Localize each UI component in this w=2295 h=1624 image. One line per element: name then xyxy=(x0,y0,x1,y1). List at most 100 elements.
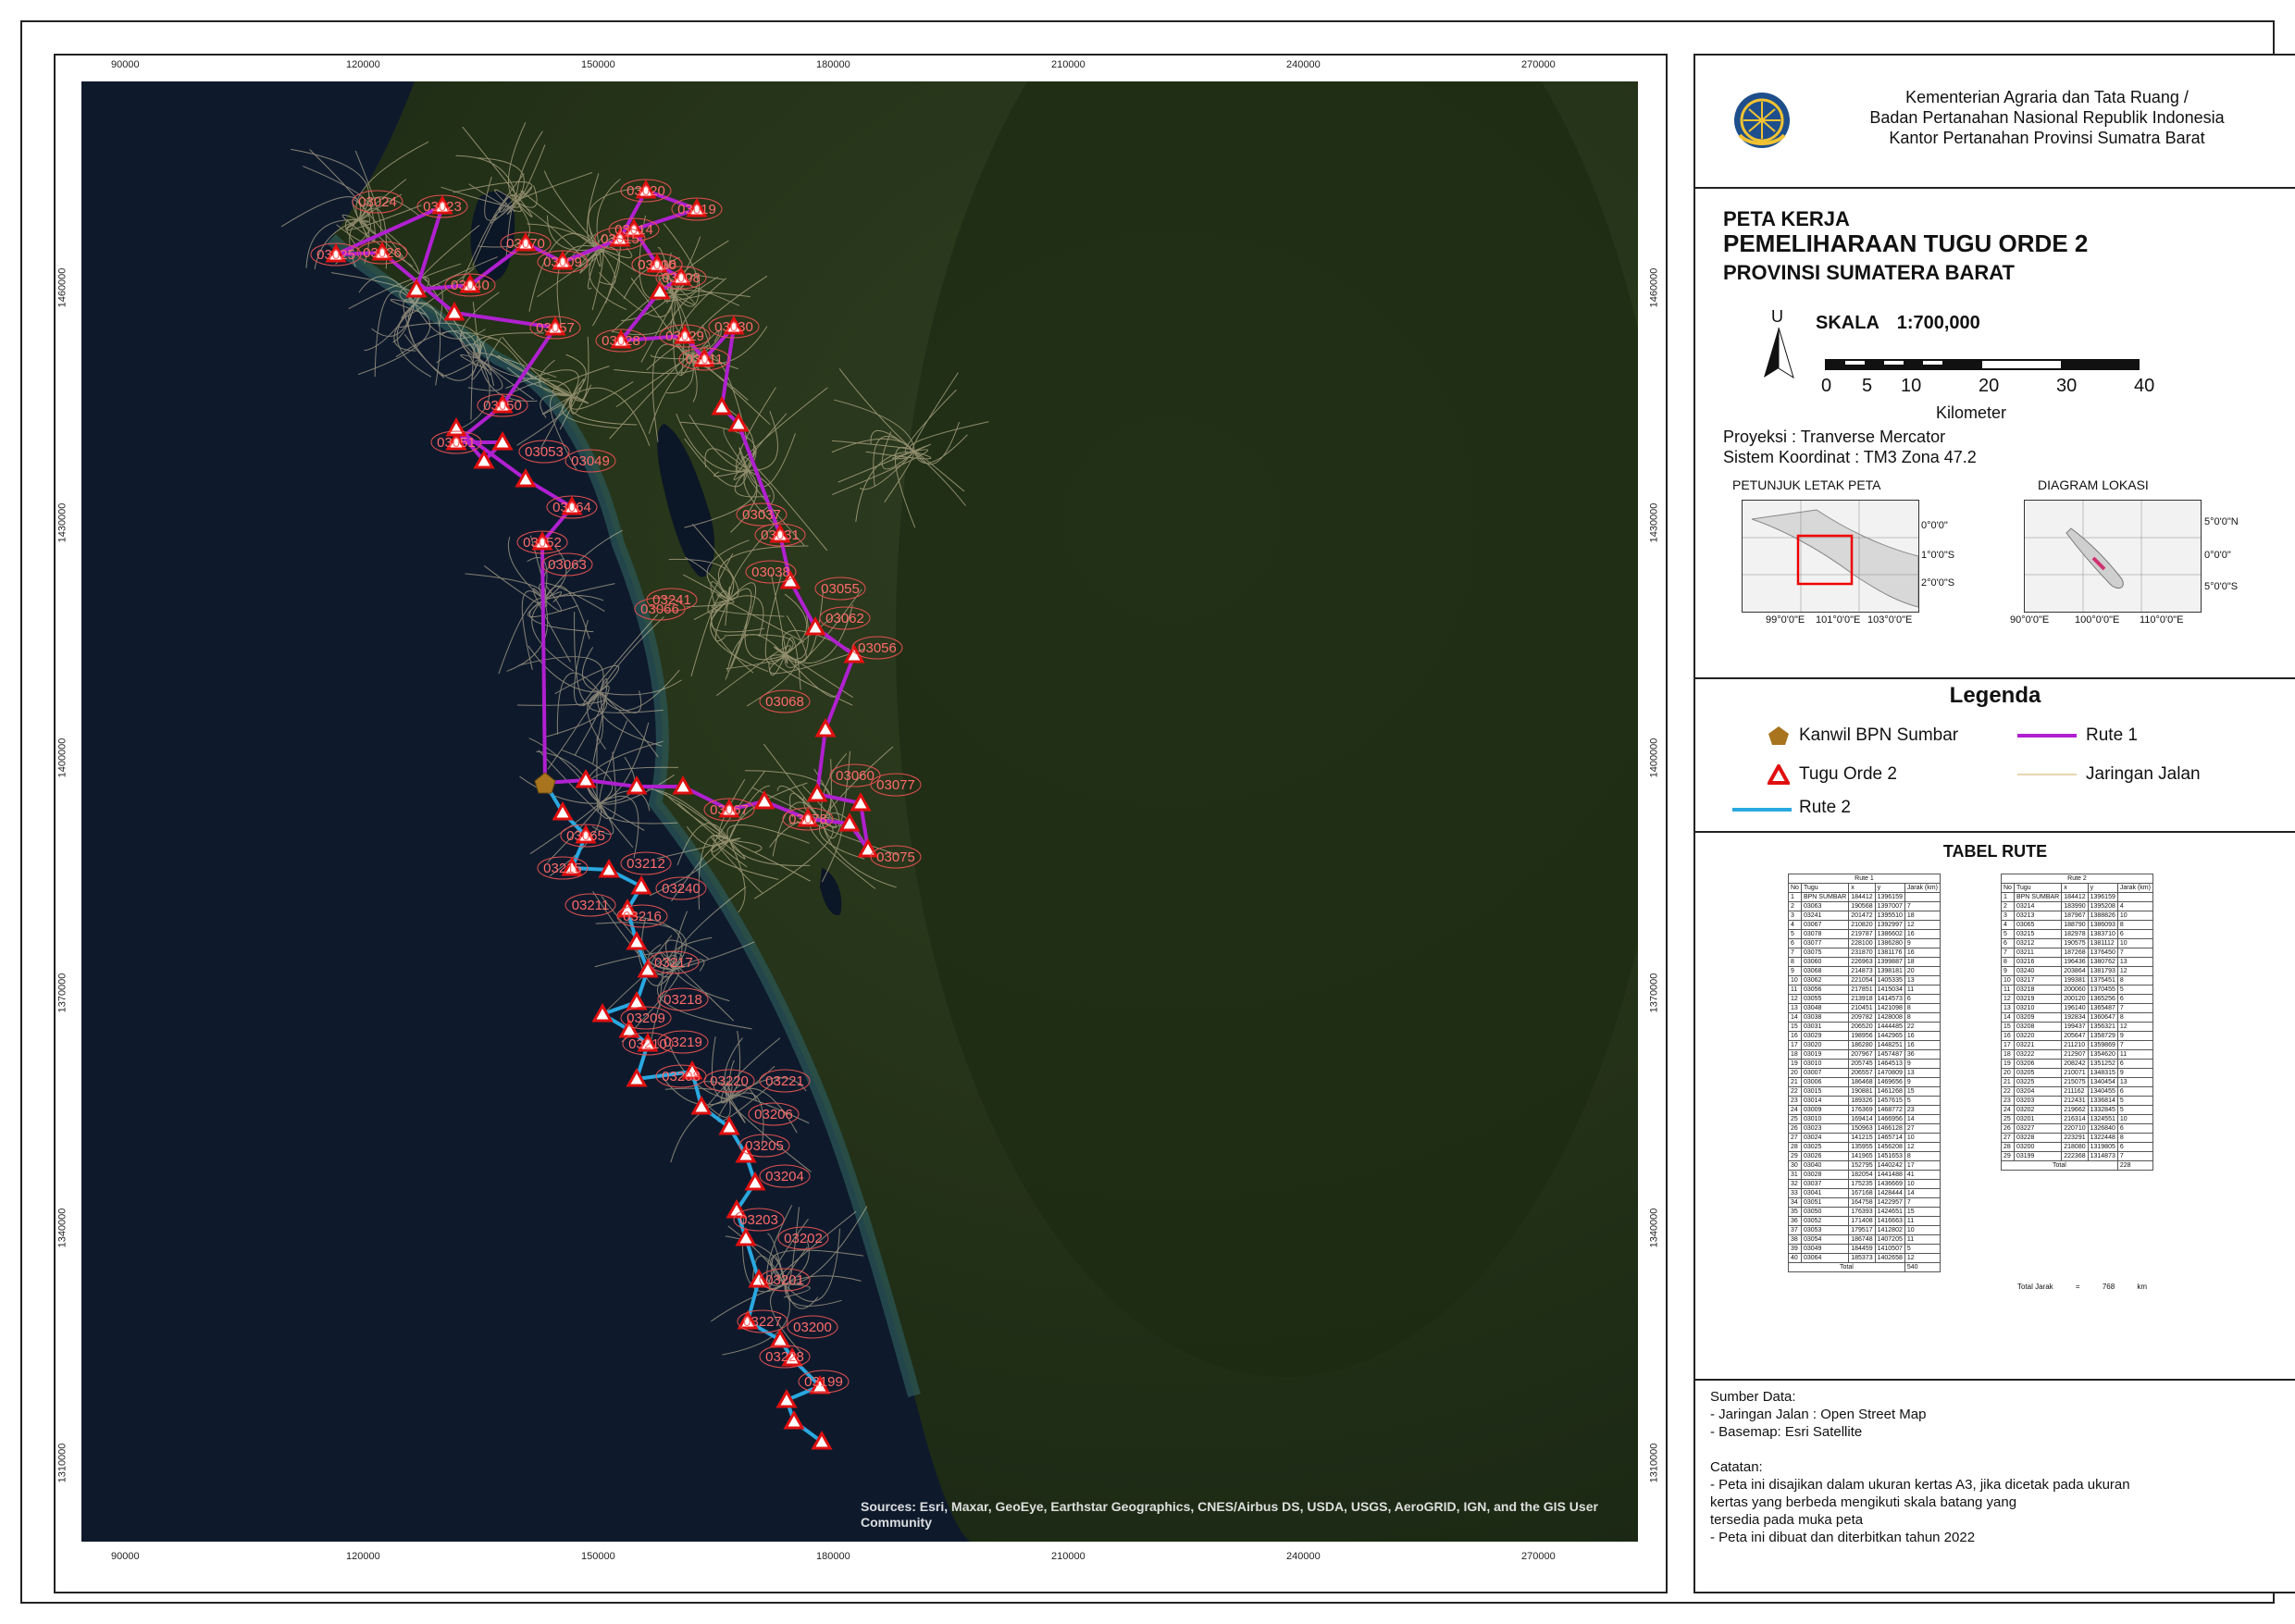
tugu-marker[interactable] xyxy=(637,1032,659,1052)
table-cell: 23 xyxy=(1788,1096,1802,1106)
tugu-marker[interactable] xyxy=(491,430,514,451)
tugu-marker[interactable] xyxy=(681,1060,703,1080)
table-cell: 1376450 xyxy=(2087,948,2118,958)
table-cell: 1442965 xyxy=(1874,1031,1905,1041)
total-distance-label: Total Jarak xyxy=(2017,1283,2053,1291)
tugu-marker[interactable] xyxy=(649,279,671,300)
tugu-marker[interactable] xyxy=(726,1198,748,1219)
tugu-marker[interactable] xyxy=(723,315,745,335)
scale-number: 40 xyxy=(2134,376,2155,396)
table-cell: 12 xyxy=(2116,966,2153,976)
road-segment xyxy=(562,395,619,429)
tugu-marker[interactable] xyxy=(445,430,467,451)
tugu-marker[interactable] xyxy=(843,643,865,663)
tugu-marker[interactable] xyxy=(405,278,428,298)
tugu-marker[interactable] xyxy=(561,495,583,515)
tugu-marker[interactable] xyxy=(561,856,583,876)
tugu-marker[interactable] xyxy=(443,301,465,321)
tugu-marker[interactable] xyxy=(473,449,495,469)
tugu-marker[interactable] xyxy=(491,393,514,414)
tugu-marker[interactable] xyxy=(857,837,879,858)
road-segment xyxy=(752,1255,786,1285)
table-cell: 1456208 xyxy=(1874,1142,1905,1152)
road-segment xyxy=(528,232,601,312)
tugu-marker[interactable] xyxy=(781,1346,803,1367)
road-segment xyxy=(691,524,739,601)
tugu-marker[interactable] xyxy=(804,615,826,636)
tugu-marker[interactable] xyxy=(552,250,574,270)
tugu-marker[interactable] xyxy=(325,242,347,263)
tugu-marker[interactable] xyxy=(690,1095,713,1115)
table-cell: 190881 xyxy=(1848,1086,1876,1097)
tugu-marker[interactable] xyxy=(769,1328,791,1348)
tugu-marker[interactable] xyxy=(735,1226,757,1246)
tugu-marker[interactable] xyxy=(806,782,828,802)
tugu-marker[interactable] xyxy=(748,1268,770,1288)
tugu-marker[interactable] xyxy=(515,467,537,488)
tugu-marker[interactable] xyxy=(735,1143,757,1163)
tugu-marker[interactable] xyxy=(769,523,791,543)
tugu-marker[interactable] xyxy=(635,179,657,199)
tugu-marker[interactable] xyxy=(797,807,819,827)
tugu-marker[interactable] xyxy=(531,530,553,551)
tugu-marker[interactable] xyxy=(544,316,566,336)
tugu-marker[interactable] xyxy=(626,1067,648,1087)
tugu-marker[interactable] xyxy=(672,775,694,795)
tugu-marker[interactable] xyxy=(431,194,453,215)
tugu-label: 03240 xyxy=(662,881,701,897)
tugu-marker[interactable] xyxy=(371,241,393,261)
tugu-marker[interactable] xyxy=(626,930,648,950)
tugu-marker[interactable] xyxy=(626,775,648,795)
tugu-marker[interactable] xyxy=(515,231,537,252)
table-cell: 1461268 xyxy=(1874,1086,1905,1097)
tugu-marker[interactable] xyxy=(744,1171,766,1191)
tugu-marker[interactable] xyxy=(737,1309,759,1330)
tugu-marker[interactable] xyxy=(718,798,740,818)
table-cell: 36 xyxy=(1788,1216,1802,1226)
table-row: 21 03006 186468 1469656 9 xyxy=(1788,1077,1941,1087)
tugu-marker[interactable] xyxy=(598,858,620,878)
tugu-marker[interactable] xyxy=(686,197,708,217)
table-cell: 14 xyxy=(1904,1114,1941,1124)
tugu-marker[interactable] xyxy=(850,791,872,812)
tugu-marker[interactable] xyxy=(575,768,597,788)
road-segment xyxy=(599,720,628,804)
tugu-label: 03055 xyxy=(821,581,860,597)
tugu-marker[interactable] xyxy=(674,324,696,344)
tugu-marker[interactable] xyxy=(670,266,692,286)
road-segment xyxy=(837,443,932,483)
tugu-marker[interactable] xyxy=(811,1430,833,1450)
tugu-marker[interactable] xyxy=(630,874,652,895)
tugu-marker[interactable] xyxy=(575,824,597,844)
tugu-marker[interactable] xyxy=(783,1409,805,1430)
tugu-marker[interactable] xyxy=(711,395,733,415)
tugu-marker[interactable] xyxy=(693,347,715,367)
tugu-marker[interactable] xyxy=(459,273,481,293)
table-cell: 03200 xyxy=(2013,1142,2063,1152)
tugu-marker[interactable] xyxy=(727,412,750,432)
tugu-marker[interactable] xyxy=(591,1002,614,1023)
road-segment xyxy=(784,1275,862,1285)
tugu-marker[interactable] xyxy=(552,800,574,821)
legend-kanwil-icon xyxy=(1768,726,1789,745)
tugu-marker[interactable] xyxy=(753,789,775,810)
road-segment xyxy=(657,247,675,295)
tugu-marker[interactable] xyxy=(637,958,659,978)
tugu-marker[interactable] xyxy=(609,227,631,247)
map-view[interactable]: 03023 03024 03025 03026 03070 03009 03006 03008… xyxy=(81,81,1638,1542)
tugu-marker[interactable] xyxy=(610,329,632,349)
tugu-marker[interactable] xyxy=(775,1388,798,1408)
table-cell: BPN SUMBAR xyxy=(2013,892,2063,902)
tugu-marker[interactable] xyxy=(718,1115,740,1135)
tugu-marker[interactable] xyxy=(838,812,861,832)
tugu-marker[interactable] xyxy=(626,990,648,1010)
tugu-marker[interactable] xyxy=(646,253,668,273)
tugu-marker[interactable] xyxy=(814,717,837,738)
tugu-label-bubble xyxy=(708,315,760,339)
y-tick-label: 1370000 xyxy=(1648,973,1660,1013)
table-cell: 38 xyxy=(1788,1234,1802,1245)
table-row: 16 03029 198956 1442965 16 xyxy=(1788,1031,1941,1041)
road-segment xyxy=(472,332,544,360)
table-row: 11 03218 200060 1370455 5 xyxy=(2001,985,2153,995)
table-cell: 03028 xyxy=(1800,1170,1850,1180)
